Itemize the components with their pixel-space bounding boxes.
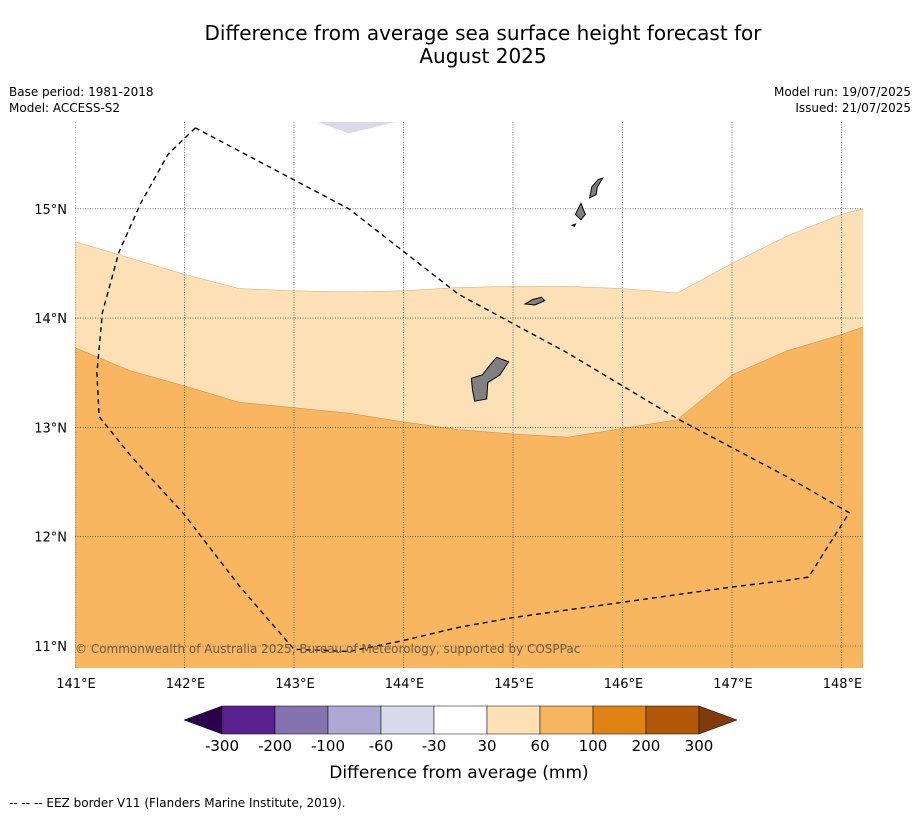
latitude-tick-label: 14°N xyxy=(34,312,67,327)
contour-band-neg60-neg30 xyxy=(317,122,396,134)
colorbar-segment xyxy=(327,705,382,735)
eez-border-note: -- -- -- EEZ border V11 (Flanders Marine… xyxy=(9,796,346,810)
longitude-tick-label: 145°E xyxy=(494,677,534,692)
colorbar-tick-labels: -300 -200 -100 -60 -30 30 60 100 200 300 xyxy=(205,737,713,755)
islands xyxy=(470,177,604,402)
title-line-2: August 2025 xyxy=(419,44,547,68)
latitude-tick-label: 15°N xyxy=(34,203,67,218)
island-aguijan xyxy=(570,223,577,227)
model-run-text: Model run: 19/07/2025 xyxy=(773,85,911,99)
colorbar-segment xyxy=(380,705,435,735)
longitude-tick-label: 148°E xyxy=(823,677,863,692)
colorbar-tick-label: 60 xyxy=(530,737,549,755)
colorbar-tick-label: -60 xyxy=(369,737,394,755)
longitude-tick-label: 144°E xyxy=(385,677,425,692)
colorbar-tick-label: -200 xyxy=(258,737,292,755)
colorbar-segment xyxy=(274,705,329,735)
eez-border-line xyxy=(96,127,851,653)
colorbar-segment xyxy=(539,705,594,735)
map-title: Difference from average sea surface heig… xyxy=(0,22,919,68)
copyright-text: © Commonwealth of Australia 2025, Bureau… xyxy=(75,642,580,656)
colorbar-tick-label: 200 xyxy=(632,737,661,755)
longitude-tick-label: 141°E xyxy=(56,677,96,692)
longitude-tick-labels: 141°E 142°E 143°E 144°E 145°E 146°E 147°E 148°E xyxy=(56,677,862,692)
latitude-tick-label: 12°N xyxy=(34,531,67,546)
colorbar-segment xyxy=(592,705,647,735)
colorbar-segment xyxy=(645,705,700,735)
island-rota xyxy=(523,296,546,306)
issued-text: Issued: 21/07/2025 xyxy=(795,101,911,115)
base-period-text: Base period: 1981-2018 xyxy=(9,85,154,99)
colorbar-extend-low xyxy=(183,705,223,735)
colorbar-tick-label: 30 xyxy=(477,737,496,755)
colorbar-tick-label: -30 xyxy=(422,737,447,755)
colorbar-segment xyxy=(486,705,541,735)
island-guam xyxy=(470,356,510,402)
meta-right: Model run: 19/07/2025 Issued: 21/07/2025 xyxy=(774,84,911,116)
island-tinian xyxy=(574,202,586,221)
colorbar-segment xyxy=(221,705,276,735)
colorbar-tick-label: 100 xyxy=(579,737,608,755)
model-text: Model: ACCESS-S2 xyxy=(9,101,121,115)
colorbar-extend-high xyxy=(698,705,738,735)
graticule xyxy=(75,122,863,668)
colorbar-label: Difference from average (mm) xyxy=(329,763,588,783)
colorbar: -300 -200 -100 -60 -30 30 60 100 200 300 Differen… xyxy=(183,705,738,783)
longitude-tick-label: 147°E xyxy=(713,677,753,692)
colorbar-tick-label: -300 xyxy=(205,737,239,755)
colorbar-tick-label: 300 xyxy=(685,737,714,755)
title-line-1: Difference from average sea surface heig… xyxy=(204,21,762,45)
latitude-tick-label: 11°N xyxy=(34,640,67,655)
longitude-tick-label: 142°E xyxy=(166,677,206,692)
latitude-tick-labels: 11°N 12°N 13°N 14°N 15°N xyxy=(34,203,67,655)
contour-band-60-100 xyxy=(75,326,863,668)
colorbar-segments xyxy=(221,705,700,735)
meta-left: Base period: 1981-2018 Model: ACCESS-S2 xyxy=(9,84,154,116)
latitude-tick-label: 13°N xyxy=(34,421,67,436)
longitude-tick-label: 143°E xyxy=(275,677,315,692)
longitude-tick-label: 146°E xyxy=(604,677,644,692)
island-saipan xyxy=(588,177,604,199)
colorbar-segment xyxy=(433,705,488,735)
colorbar-tick-label: -100 xyxy=(311,737,345,755)
